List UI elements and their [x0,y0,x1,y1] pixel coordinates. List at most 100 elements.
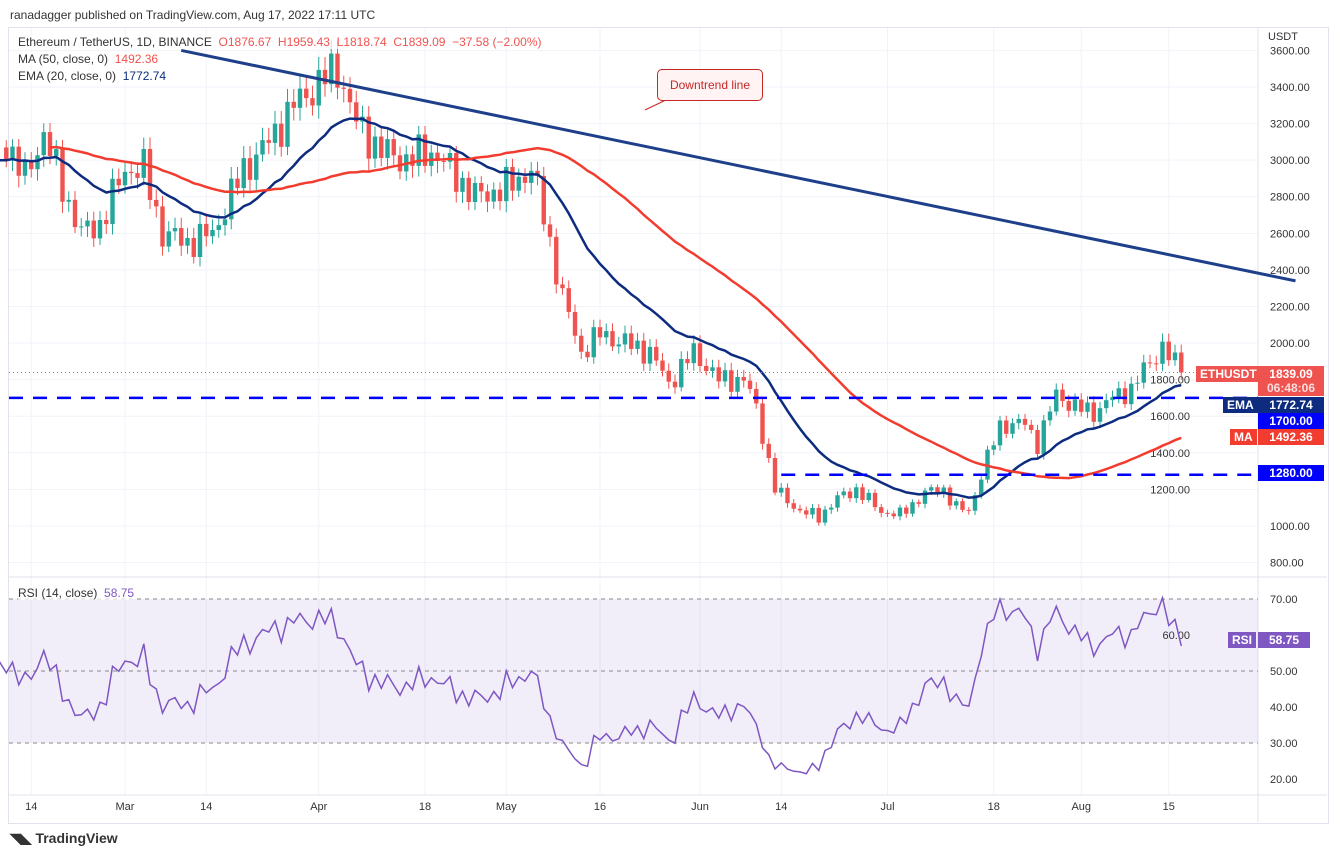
currency-label: USDT [1268,31,1298,43]
candle-body [804,510,809,515]
candle-body [154,199,159,207]
candle-body [879,507,884,513]
candle-body [510,166,515,191]
price-tick: 1400.00 [1150,448,1190,460]
candle-body [104,220,109,225]
candle-body [1172,352,1178,361]
candle-body [191,237,196,257]
time-tick: 18 [419,801,431,813]
candle-body [391,139,396,156]
candle-body [897,507,903,517]
price-tick: 1200.00 [1150,484,1190,496]
time-tick: 14 [200,801,212,813]
candle-body [297,88,303,108]
candle-body [460,177,465,192]
candle-body [854,487,859,499]
time-tick: 15 [1163,801,1175,813]
candle-body [772,457,778,493]
candle-body [960,501,965,510]
legend-rsi: RSI (14, close) 58.75 [18,586,135,600]
ema-line [0,117,1182,499]
candle-body [560,284,565,289]
candle-body [716,367,721,382]
candle-body [710,367,715,371]
candle-body [10,146,15,161]
candle-body [254,154,259,180]
candle-body [654,346,659,361]
candle-body [410,154,415,166]
candle-body [991,445,996,450]
candle-body [947,487,953,506]
time-tick: Aug [1071,801,1091,813]
candle-body [872,492,878,508]
candle-body [554,236,559,285]
candle-body [129,171,134,174]
price-tick: 800.00 [1270,558,1304,570]
logo-icon: ◥◣ [10,830,36,846]
last-price: 1839.09 [1269,367,1313,381]
level-1700-tag: 1700.00 [1258,413,1324,429]
ema-price-tag: 1772.74 [1258,397,1324,413]
candle-body [529,170,534,183]
candle-body [704,366,709,371]
candle-body [1110,397,1115,401]
candle-body [810,508,815,515]
candle-body [1016,418,1021,424]
ema-label: EMA (20, close, 0) [18,69,117,83]
price-tick: 3400.00 [1270,82,1310,94]
candle-body [822,509,828,523]
tradingview-logo[interactable]: ◥◣ TradingView [10,830,118,847]
candle-body [597,327,603,338]
level-1280-tag: 1280.00 [1258,465,1324,481]
candle-body [266,140,271,143]
candle-body [1166,341,1171,361]
candle-body [591,327,596,358]
annotation-callout[interactable]: Downtrend line [657,69,763,101]
ma-value: 1492.36 [114,52,159,66]
legend-high: H1959.43 [277,35,330,49]
candle-body [66,199,71,202]
price-tick: 1600.00 [1150,411,1190,423]
candle-body [416,134,421,166]
candle-body [816,508,821,523]
candle-body [35,155,40,170]
chart-frame[interactable] [8,27,1329,824]
candle-body [379,136,384,158]
candle-body [1022,418,1028,425]
candle-body [466,177,471,203]
candle-body [572,311,578,336]
candle-body [860,487,865,500]
candle-body [160,206,165,247]
candle-body [329,53,334,85]
candle-body [522,176,528,183]
ema-value: 1772.74 [122,69,167,83]
candle-body [616,344,621,347]
candle-body [22,160,28,176]
candle-body [504,166,509,202]
candle-body [1160,341,1165,364]
candle-body [1091,402,1096,422]
candle-body [585,351,590,358]
candle-body [385,139,390,158]
candle-body [222,219,228,226]
candle-body [347,88,353,103]
candle-body [435,152,440,162]
rsi-value-tag: 58.75 [1258,632,1310,648]
legend-ema: EMA (20, close, 0) 1772.74 [18,69,167,83]
candle-body [304,88,309,99]
candle-body [754,388,759,404]
rsi-tag: RSI [1228,632,1257,648]
price-tick: 3600.00 [1270,45,1310,57]
candle-body [629,333,634,349]
candle-body [110,178,115,225]
candle-body [835,495,840,508]
candle-body [797,508,803,511]
candle-body [172,228,178,232]
candle-body [79,226,84,228]
candle-body [541,175,546,225]
countdown: 06:48:06 [1266,381,1316,395]
candle-body [1147,362,1153,364]
candle-body [4,147,9,161]
candle-body [491,189,496,202]
